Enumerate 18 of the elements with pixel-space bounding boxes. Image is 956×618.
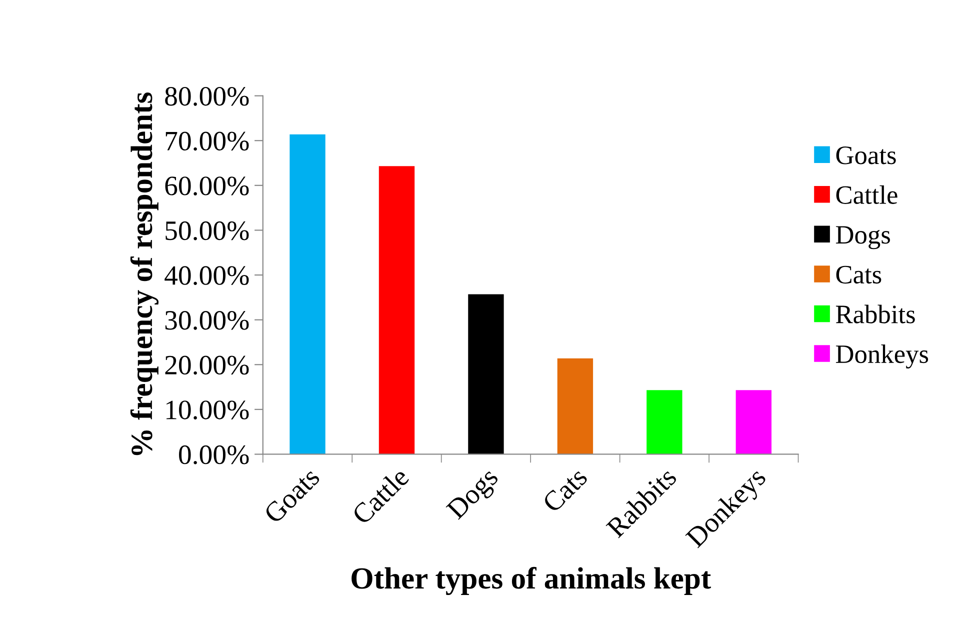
- legend-label: Cats: [836, 266, 882, 284]
- y-tick-label: 70.00%: [166, 132, 249, 151]
- y-tick-label: 20.00%: [165, 356, 249, 375]
- y-tick-label: 80.00%: [165, 86, 249, 106]
- legend-label: Dogs: [836, 226, 890, 250]
- legend-label: Rabbits: [836, 304, 915, 324]
- x-tick-label: Cats: [542, 466, 588, 514]
- legend-label: Donkeys: [836, 344, 928, 369]
- y-tick-label: 10.00%: [166, 400, 249, 420]
- x-axis-title: Other types of animals kept: [352, 566, 711, 596]
- y-tick-label: 50.00%: [166, 221, 249, 240]
- legend-label: Goats: [836, 146, 896, 164]
- y-tick-label: 40.00%: [164, 266, 249, 286]
- y-tick-label: 0.00%: [179, 445, 249, 464]
- y-axis-title: % frequency of respondents: [130, 92, 159, 456]
- y-tick-label: 30.00%: [165, 310, 249, 330]
- legend-label: Cattle: [836, 185, 898, 204]
- y-tick-label: 60.00%: [165, 176, 249, 196]
